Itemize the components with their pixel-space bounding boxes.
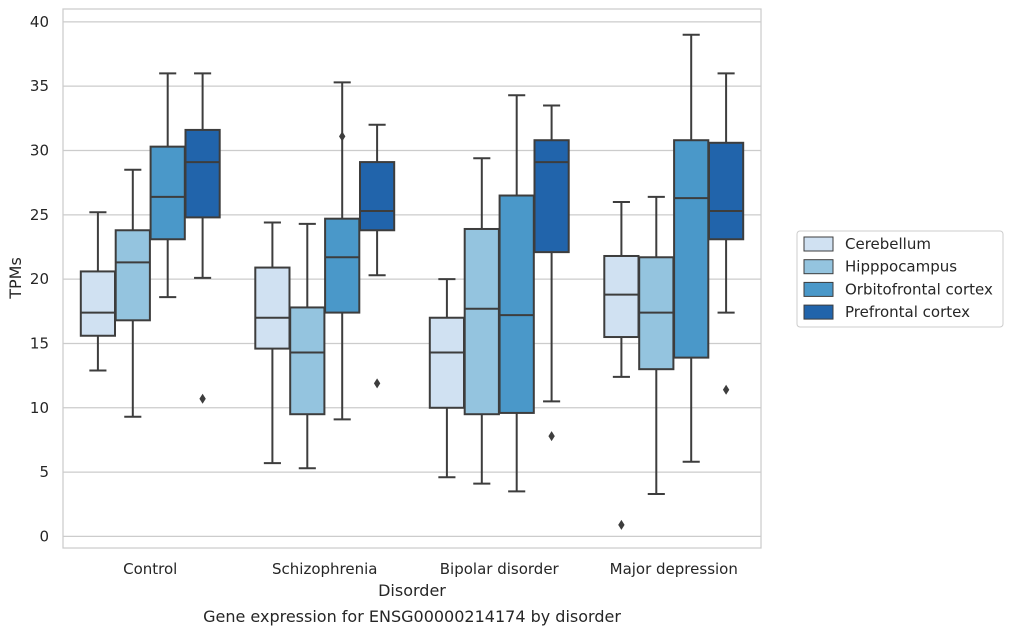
- box-plot-chart: 0 5 10 15 20 25 30 35 40 Control Schizophrenia Bip…: [0, 0, 1013, 634]
- box-orbitofrontal-cortex: [151, 73, 185, 297]
- iqr-box: [500, 196, 534, 413]
- iqr-box: [325, 219, 359, 313]
- y-tick-label: 20: [30, 270, 49, 288]
- box-orbitofrontal-cortex: [500, 95, 534, 491]
- iqr-box: [465, 229, 499, 414]
- x-tick-labels: Control Schizophrenia Bipolar disorder Majo…: [123, 560, 738, 578]
- box-prefrontal-cortex: [709, 73, 743, 394]
- outlier-point: [339, 131, 345, 141]
- legend: Cerebellum Hipppocampus Orbitofrontal cort…: [797, 231, 1003, 327]
- y-tick-label: 35: [30, 77, 49, 95]
- x-tick-label: Bipolar disorder: [440, 560, 560, 578]
- box-prefrontal-cortex: [534, 105, 568, 441]
- y-tick-label: 0: [39, 527, 49, 545]
- iqr-box: [255, 268, 289, 349]
- y-tick-labels: 0 5 10 15 20 25 30 35 40: [30, 13, 49, 546]
- outlier-point: [374, 378, 380, 388]
- chart-caption: Gene expression for ENSG00000214174 by d…: [203, 607, 621, 626]
- box-cerebellum: [604, 202, 638, 530]
- box-hipppocampus: [116, 170, 150, 417]
- iqr-box: [430, 318, 464, 408]
- box-hipppocampus: [639, 197, 673, 494]
- legend-label: Cerebellum: [845, 235, 931, 253]
- legend-label: Prefrontal cortex: [845, 303, 970, 321]
- iqr-box: [151, 147, 185, 240]
- legend-label: Orbitofrontal cortex: [845, 280, 993, 298]
- iqr-box: [360, 162, 394, 230]
- iqr-box: [116, 230, 150, 320]
- iqr-box: [185, 130, 219, 217]
- iqr-box: [290, 307, 324, 414]
- y-tick-label: 25: [30, 206, 49, 224]
- box-cerebellum: [255, 223, 289, 464]
- outlier-point: [618, 520, 624, 530]
- iqr-box: [81, 271, 115, 335]
- legend-swatch: [804, 237, 833, 251]
- iqr-box: [674, 140, 708, 357]
- box-orbitofrontal-cortex: [325, 82, 359, 419]
- legend-label: Hipppocampus: [845, 258, 957, 276]
- box-cerebellum: [81, 212, 115, 370]
- legend-swatch: [804, 260, 833, 274]
- box-hipppocampus: [290, 224, 324, 468]
- x-tick-label: Major depression: [610, 560, 738, 578]
- x-axis-label: Disorder: [378, 581, 446, 600]
- outlier-point: [548, 431, 554, 441]
- box-prefrontal-cortex: [360, 125, 394, 389]
- iqr-box: [604, 256, 638, 337]
- y-tick-label: 15: [30, 334, 49, 352]
- x-tick-label: Control: [123, 560, 177, 578]
- box-hipppocampus: [465, 158, 499, 483]
- iqr-box: [709, 143, 743, 239]
- x-tick-label: Schizophrenia: [272, 560, 377, 578]
- boxes-layer: [81, 35, 743, 530]
- legend-swatch: [804, 282, 833, 296]
- box-orbitofrontal-cortex: [674, 35, 708, 462]
- y-tick-label: 40: [30, 13, 49, 31]
- outlier-point: [723, 385, 729, 395]
- iqr-box: [534, 140, 568, 252]
- outlier-point: [199, 394, 205, 404]
- y-tick-label: 30: [30, 142, 49, 160]
- y-axis-label: TPMs: [6, 257, 25, 300]
- box-prefrontal-cortex: [185, 73, 219, 403]
- y-tick-label: 10: [30, 399, 49, 417]
- legend-swatch: [804, 305, 833, 319]
- y-tick-label: 5: [39, 463, 49, 481]
- box-cerebellum: [430, 279, 464, 477]
